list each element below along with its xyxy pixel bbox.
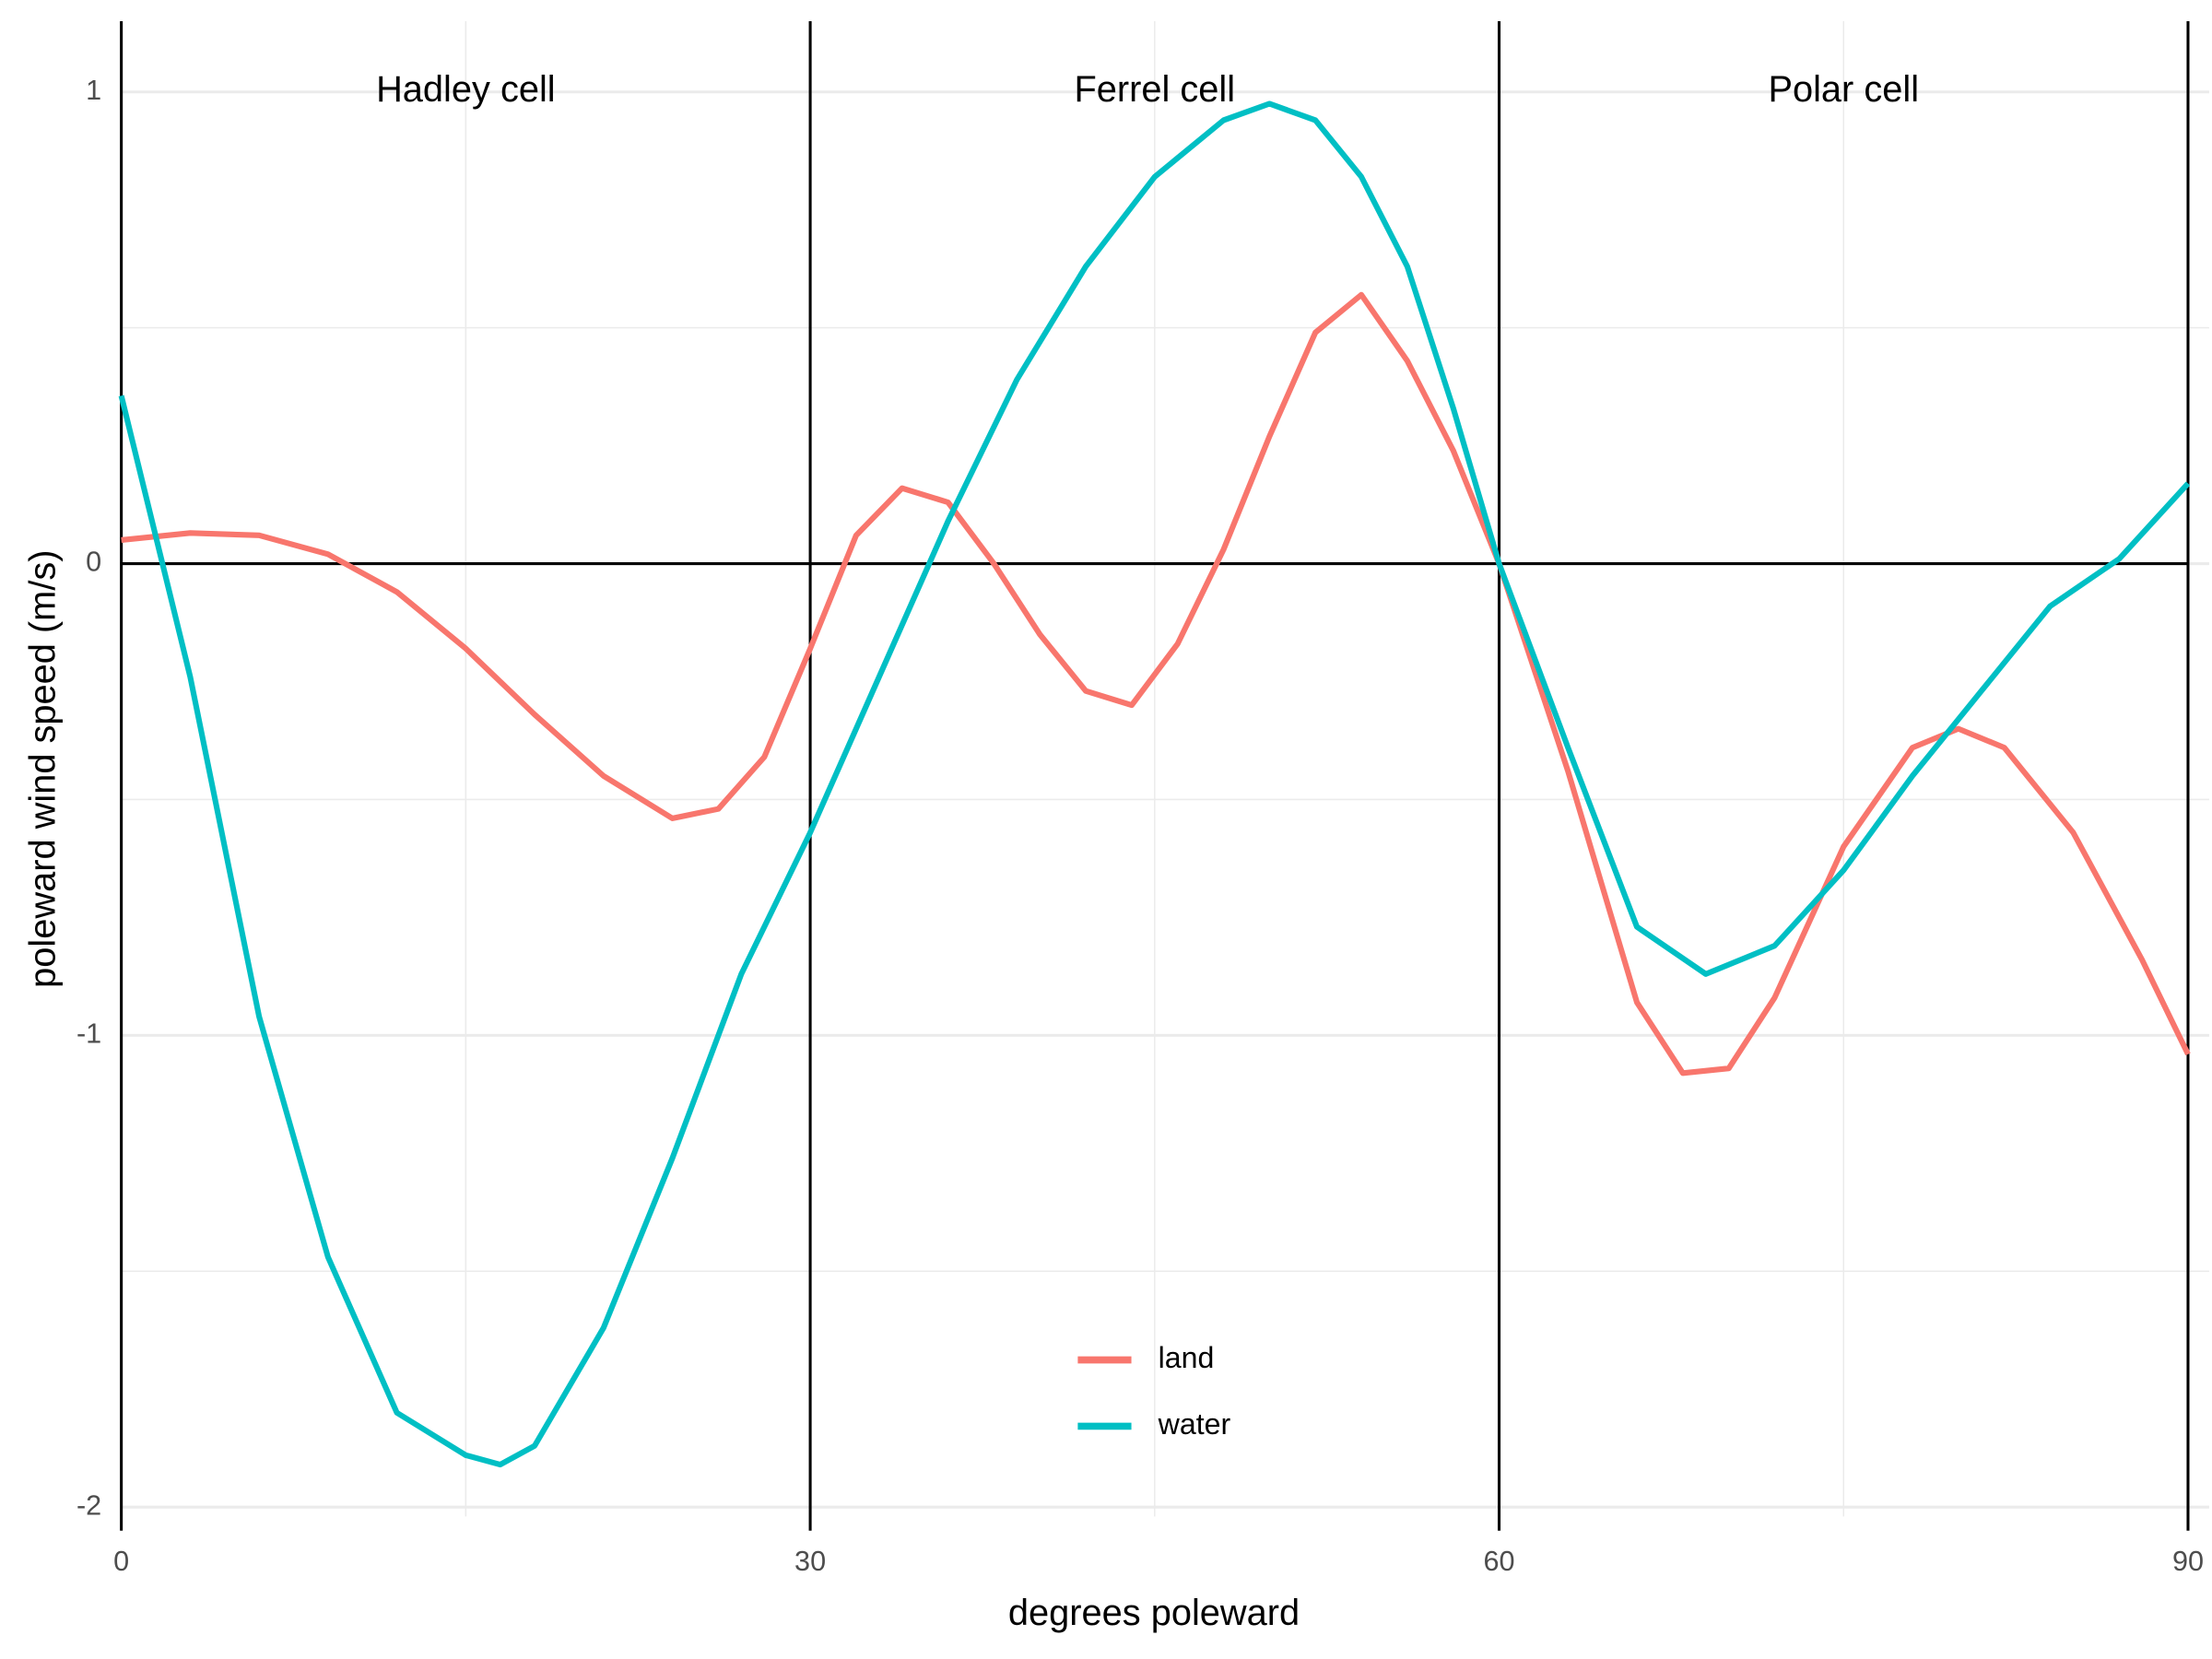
legend-label: water: [1158, 1407, 1231, 1441]
annotation: Ferrel cell: [1074, 69, 1235, 110]
annotation: Hadley cell: [376, 69, 556, 110]
y-tick-label: -1: [76, 1018, 101, 1049]
x-axis-label: degrees poleward: [1008, 1593, 1300, 1633]
annotation: Polar cell: [1768, 69, 1919, 110]
x-tick-label: 60: [1483, 1546, 1514, 1577]
y-axis-label: poleward wind speed (m/s): [22, 549, 63, 987]
x-tick-label: 30: [794, 1546, 826, 1577]
y-tick-label: 1: [86, 75, 101, 106]
y-tick-label: -2: [76, 1489, 101, 1521]
line: [118, 100, 2191, 1468]
y-tick-label: 0: [86, 547, 101, 578]
x-tick-label: 90: [2172, 1546, 2204, 1577]
legend-label: land: [1159, 1341, 1215, 1374]
x-tick-label: 0: [113, 1546, 129, 1577]
